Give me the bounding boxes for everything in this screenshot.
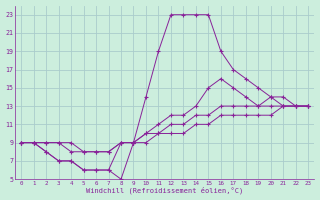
X-axis label: Windchill (Refroidissement éolien,°C): Windchill (Refroidissement éolien,°C) (86, 187, 243, 194)
